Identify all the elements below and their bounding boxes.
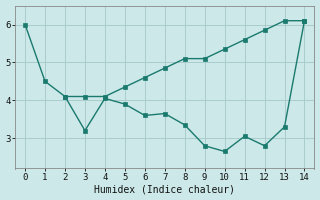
X-axis label: Humidex (Indice chaleur): Humidex (Indice chaleur) — [94, 184, 235, 194]
